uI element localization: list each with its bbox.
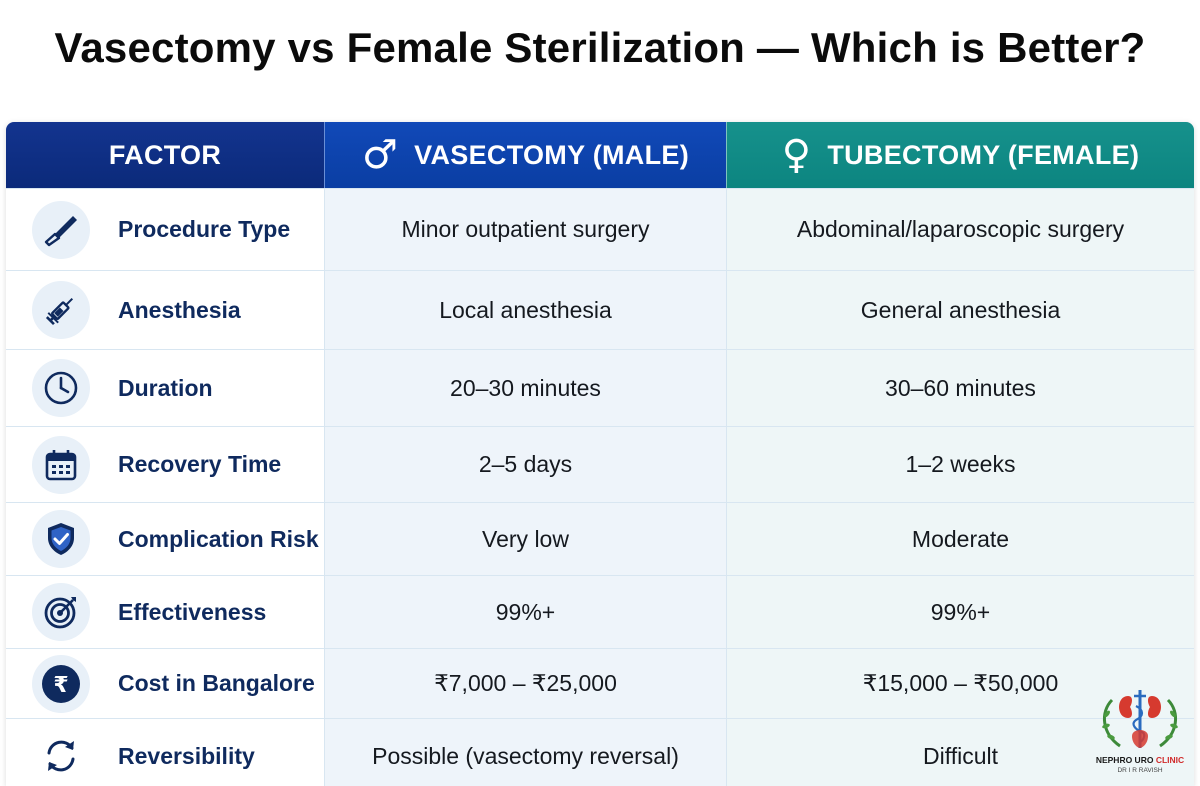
factor-cell: Complication Risk (6, 503, 324, 575)
table-row: ₹ Cost in Bangalore ₹7,000 – ₹25,000 ₹15… (6, 648, 1194, 718)
male-column-header: ♂ VASECTOMY (MALE) (324, 122, 726, 188)
clock-icon (32, 359, 90, 417)
male-value-cell: Possible (vasectomy reversal) (324, 719, 726, 786)
male-header-label: VASECTOMY (MALE) (414, 139, 689, 170)
female-symbol-icon: ♀ (781, 132, 812, 178)
refresh-cycle-icon (32, 727, 90, 785)
factor-cell: Reversibility (6, 719, 324, 786)
clinic-logo: NEPHRO URO CLINIC DR I R RAVISH (1090, 682, 1190, 778)
male-value-cell: 99%+ (324, 576, 726, 648)
female-value-cell: Difficult (726, 719, 1194, 786)
factor-cell: ₹ Cost in Bangalore (6, 649, 324, 718)
male-value-cell: 2–5 days (324, 427, 726, 502)
factor-cell: Anesthesia (6, 271, 324, 349)
table-row: Procedure Type Minor outpatient surgery … (6, 188, 1194, 270)
male-value-cell: Minor outpatient surgery (324, 189, 726, 270)
female-header-label: TUBECTOMY (FEMALE) (827, 139, 1140, 170)
factor-label: Duration (118, 374, 213, 401)
shield-check-icon (32, 510, 90, 568)
table-row: Duration 20–30 minutes 30–60 minutes (6, 349, 1194, 426)
female-value-cell: ₹15,000 – ₹50,000 (726, 649, 1194, 718)
syringe-icon (32, 281, 90, 339)
calendar-icon (32, 435, 90, 494)
factor-cell: Duration (6, 350, 324, 426)
male-value-cell: Local anesthesia (324, 271, 726, 349)
rupee-icon: ₹ (32, 654, 90, 713)
table-row: Anesthesia Local anesthesia General anes… (6, 270, 1194, 349)
scalpel-icon (32, 200, 90, 259)
target-icon (32, 583, 90, 641)
female-column-header: ♀ TUBECTOMY (FEMALE) (726, 122, 1194, 188)
factor-cell: Recovery Time (6, 427, 324, 502)
clinic-logo-subtitle: DR I R RAVISH (1117, 767, 1163, 774)
female-value-cell: 99%+ (726, 576, 1194, 648)
table-row: Effectiveness 99%+ 99%+ (6, 575, 1194, 648)
female-value-cell: Moderate (726, 503, 1194, 575)
clinic-logo-mark (1102, 690, 1178, 748)
clinic-logo-name-part1: NEPHRO URO (1095, 755, 1154, 765)
svg-text:₹: ₹ (53, 673, 68, 698)
factor-label: Complication Risk (118, 525, 319, 552)
factor-label: Procedure Type (118, 216, 291, 242)
table-header-row: FACTOR ♂ VASECTOMY (MALE) ♀ TUBECTOMY (F… (6, 122, 1194, 188)
factor-cell: Effectiveness (6, 576, 324, 648)
female-value-cell: General anesthesia (726, 271, 1194, 349)
table-row: Reversibility Possible (vasectomy revers… (6, 718, 1194, 786)
factor-label: Effectiveness (118, 598, 267, 625)
comparison-table: FACTOR ♂ VASECTOMY (MALE) ♀ TUBECTOMY (F… (6, 122, 1194, 786)
female-value-cell: Abdominal/laparoscopic surgery (726, 189, 1194, 270)
male-symbol-icon: ♂ (362, 132, 399, 178)
table-row: Recovery Time 2–5 days 1–2 weeks (6, 426, 1194, 502)
female-value-cell: 30–60 minutes (726, 350, 1194, 426)
factor-cell: Procedure Type (6, 189, 324, 270)
clinic-logo-name-part2: CLINIC (1155, 755, 1185, 765)
factor-column-header: FACTOR (6, 122, 324, 188)
female-value-cell: 1–2 weeks (726, 427, 1194, 502)
factor-label: Cost in Bangalore (118, 670, 315, 696)
table-row: Complication Risk Very low Moderate (6, 502, 1194, 575)
male-value-cell: Very low (324, 503, 726, 575)
male-value-cell: 20–30 minutes (324, 350, 726, 426)
factor-label: Anesthesia (118, 296, 241, 323)
factor-label: Reversibility (118, 742, 255, 769)
page-title: Vasectomy vs Female Sterilization — Whic… (54, 24, 1146, 71)
male-value-cell: ₹7,000 – ₹25,000 (324, 649, 726, 718)
clinic-logo-name: NEPHRO URO CLINIC (1090, 755, 1190, 765)
factor-header-label: FACTOR (108, 139, 222, 170)
factor-label: Recovery Time (118, 451, 282, 477)
